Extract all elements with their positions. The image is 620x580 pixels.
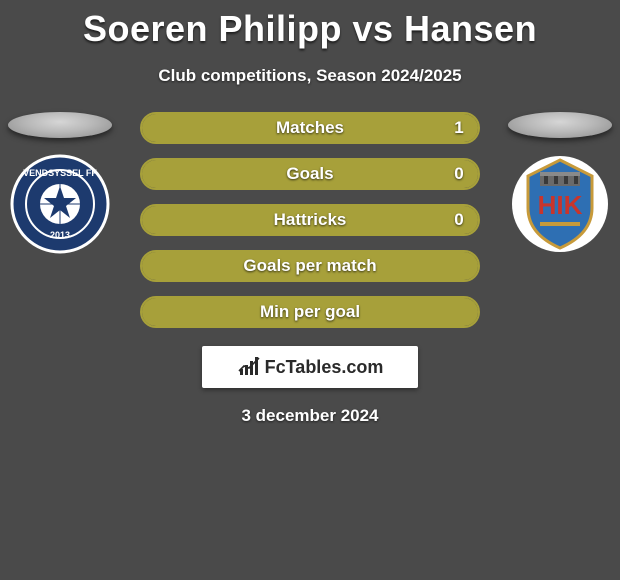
stat-right-value: 1 <box>444 114 474 142</box>
svg-text:VENDSYSSEL FF: VENDSYSSEL FF <box>23 168 97 178</box>
stat-bar-label: Goals <box>142 160 478 188</box>
stat-bar: Goals per match <box>140 250 480 282</box>
stat-bar-label: Matches <box>142 114 478 142</box>
right-player-placeholder <box>508 112 612 138</box>
date-label: 3 december 2024 <box>0 406 620 426</box>
stat-bar-label: Hattricks <box>142 206 478 234</box>
right-club-crest-icon: HIK <box>510 154 610 254</box>
svg-text:HIK: HIK <box>538 190 583 220</box>
stat-bar: Hattricks0 <box>140 204 480 236</box>
chart-icon <box>237 355 261 379</box>
stat-bar: Matches1 <box>140 112 480 144</box>
left-player-placeholder <box>8 112 112 138</box>
stat-bar-label: Goals per match <box>142 252 478 280</box>
comparison-panel: VENDSYSSEL FF 2013 HIK Matches1Goals0Hat… <box>0 112 620 328</box>
left-club-crest-icon: VENDSYSSEL FF 2013 <box>10 154 110 254</box>
page-title: Soeren Philipp vs Hansen <box>0 0 620 50</box>
svg-text:2013: 2013 <box>50 230 70 240</box>
subtitle: Club competitions, Season 2024/2025 <box>0 66 620 86</box>
stat-bar-label: Min per goal <box>142 298 478 326</box>
left-player-column: VENDSYSSEL FF 2013 <box>0 112 120 254</box>
stat-right-value: 0 <box>444 206 474 234</box>
stat-bar: Goals0 <box>140 158 480 190</box>
stat-bar: Min per goal <box>140 296 480 328</box>
brand-badge: FcTables.com <box>202 346 418 388</box>
stat-right-value: 0 <box>444 160 474 188</box>
stat-bars: Matches1Goals0Hattricks0Goals per matchM… <box>140 112 480 328</box>
right-player-column: HIK <box>500 112 620 254</box>
brand-text: FcTables.com <box>265 357 384 378</box>
